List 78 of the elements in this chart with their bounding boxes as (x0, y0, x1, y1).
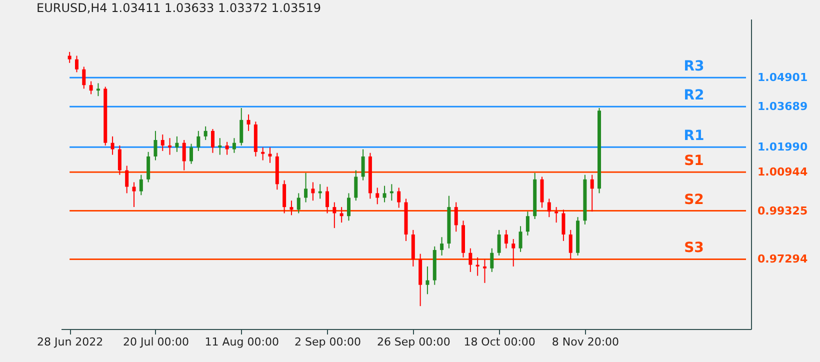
candlestick (426, 266, 430, 295)
candlestick (175, 136, 179, 152)
candlestick (268, 146, 272, 164)
candlestick (74, 55, 78, 73)
y-tick-label: 1.00944 (758, 166, 808, 179)
candlestick (96, 82, 100, 97)
candlestick (540, 176, 544, 208)
candlestick (218, 138, 222, 156)
candlestick (397, 187, 401, 208)
candlestick (490, 248, 494, 272)
candlestick (146, 151, 150, 183)
candlestick (304, 172, 308, 203)
candlestick (290, 200, 294, 216)
ref-line-label: R2 (684, 88, 704, 104)
candlestick (196, 130, 200, 152)
chart-title: EURUSD,H4 1.03411 1.03633 1.03372 1.03519 (36, 1, 322, 15)
candlestick (361, 148, 365, 181)
x-tick-label: 18 Oct 00:00 (464, 336, 536, 348)
candlestick (482, 258, 486, 284)
candlestick (326, 186, 330, 214)
y-tick-label: 0.99325 (758, 204, 808, 218)
candlestick (526, 211, 530, 236)
candlestick (139, 174, 143, 196)
candlestick (311, 182, 315, 202)
candlestick (354, 170, 358, 202)
candlestick (440, 236, 444, 256)
x-tick-label: 28 Jun 2022 (36, 336, 104, 348)
candlestick (454, 202, 458, 232)
candlestick (346, 192, 350, 222)
x-tick-label: 20 Jul 00:00 (122, 336, 189, 348)
candlestick (590, 174, 594, 212)
candlestick (568, 229, 572, 260)
candlestick (125, 165, 129, 194)
candlestick (160, 134, 164, 152)
candlestick (168, 138, 172, 156)
candlestick (210, 128, 214, 154)
candlestick (497, 229, 501, 256)
candlestick (182, 139, 186, 171)
candlestick (246, 114, 250, 132)
candlestick (132, 182, 136, 208)
ref-line-label: R1 (684, 128, 704, 144)
x-tick-label: 2 Sep 00:00 (294, 336, 361, 348)
candlestick (110, 136, 114, 156)
ref-line-label: R3 (684, 58, 704, 75)
candlestick (382, 185, 386, 203)
candlestick (204, 126, 208, 140)
candlestick (89, 80, 93, 95)
x-tick-label: 11 Aug 00:00 (204, 336, 279, 348)
candlestick (82, 66, 86, 90)
candlestick (468, 248, 472, 272)
candlestick (296, 192, 300, 214)
candlestick (232, 138, 236, 154)
ref-line-label: S3 (684, 240, 704, 256)
y-tick-label: 1.04901 (758, 71, 808, 84)
candlestick (154, 130, 158, 161)
candlestick (190, 143, 194, 164)
x-tick-label: 26 Sep 00:00 (376, 336, 450, 348)
candlestick (240, 108, 244, 146)
candlestick (68, 51, 72, 64)
candlestick (518, 226, 522, 252)
candlestick (261, 146, 265, 161)
candlestick (225, 141, 229, 156)
y-tick-label: 0.97294 (758, 252, 808, 266)
candlestick (118, 144, 122, 176)
candlestick (376, 187, 380, 205)
candlestick (554, 206, 558, 224)
candlestick (332, 202, 336, 229)
candlestick (512, 238, 516, 267)
candlestick (547, 198, 551, 218)
y-tick-label: 1.03689 (758, 100, 808, 114)
y-tick-label: 1.01990 (758, 140, 808, 154)
candlestick (476, 256, 480, 276)
candlestick (504, 229, 508, 249)
ref-line-label: S2 (684, 192, 704, 208)
candlestick (282, 180, 286, 214)
x-tick-label: 8 Nov 20:00 (552, 336, 620, 348)
candlestick (562, 209, 566, 242)
ref-line-label: S1 (684, 153, 704, 170)
